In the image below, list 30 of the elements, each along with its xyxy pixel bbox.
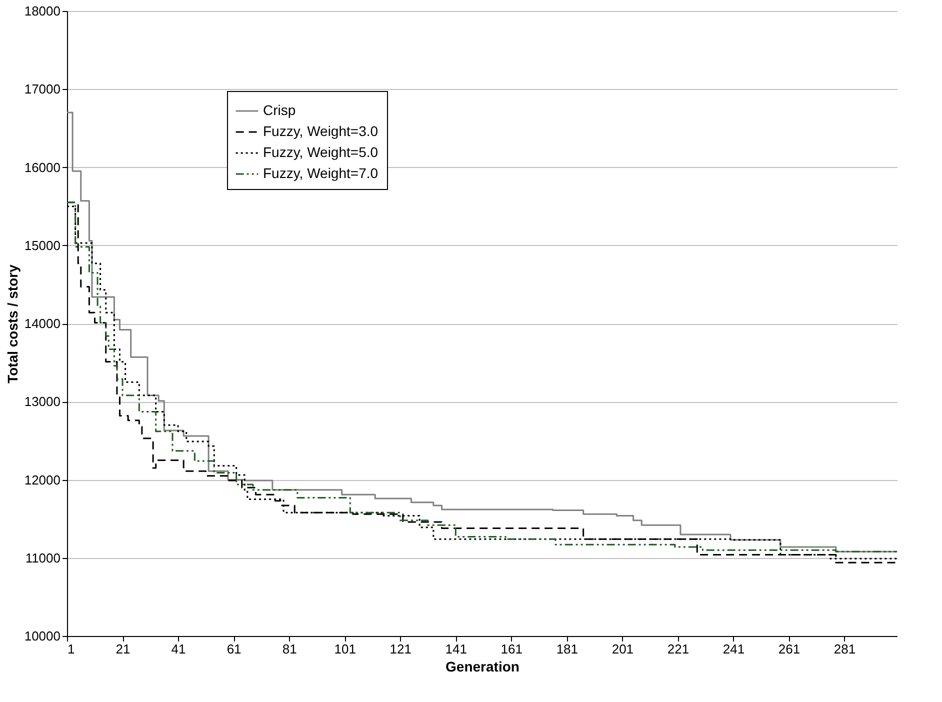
- x-axis-title: Generation: [446, 658, 520, 674]
- x-tick-label: 181: [556, 642, 578, 656]
- x-tick-label: 21: [116, 642, 130, 656]
- x-tick-label: 161: [500, 642, 522, 656]
- y-tick-label: 15000: [24, 238, 60, 253]
- legend-label: Fuzzy, Weight=5.0: [263, 144, 378, 160]
- x-tick-label: 201: [612, 642, 634, 656]
- x-tick-label: 261: [778, 642, 800, 656]
- y-tick-label: 14000: [24, 316, 60, 331]
- x-tick-label: 241: [722, 642, 745, 656]
- y-tick-label: 10000: [24, 628, 60, 644]
- y-axis-title: Total costs / story: [4, 264, 20, 384]
- x-tick-label: 281: [834, 642, 856, 656]
- legend-label: Fuzzy, Weight=3.0: [263, 123, 378, 139]
- y-tick-label: 12000: [24, 472, 60, 488]
- x-tick-label: 41: [171, 642, 186, 656]
- x-tick-label: 221: [667, 642, 690, 656]
- legend-label: Crisp: [263, 102, 296, 118]
- y-tick-label: 11000: [25, 550, 60, 566]
- x-tick-label: 1: [68, 642, 75, 656]
- x-tick-label: 61: [226, 642, 242, 656]
- x-tick-label: 141: [445, 642, 467, 656]
- y-tick-label: 17000: [24, 82, 60, 97]
- x-tick-label: 81: [282, 642, 297, 656]
- y-tick-label: 13000: [24, 394, 60, 410]
- x-tick-label: 101: [334, 642, 356, 656]
- x-tick-label: 121: [390, 642, 412, 656]
- legend-label: Fuzzy, Weight=7.0: [263, 165, 378, 181]
- y-tick-label: 18000: [24, 4, 60, 18]
- y-tick-label: 16000: [24, 160, 60, 175]
